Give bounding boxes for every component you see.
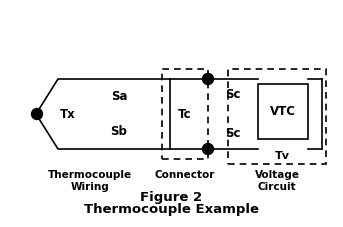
Text: Thermocouple Example: Thermocouple Example (83, 203, 259, 217)
Text: Sc: Sc (225, 127, 241, 140)
Text: Sa: Sa (111, 90, 127, 103)
Text: Connector: Connector (155, 170, 215, 180)
Text: Figure 2: Figure 2 (140, 190, 202, 203)
Text: Thermocouple
Wiring: Thermocouple Wiring (48, 170, 132, 192)
Text: Voltage
Circuit: Voltage Circuit (255, 170, 299, 192)
Text: Tc: Tc (178, 108, 192, 121)
Circle shape (202, 143, 213, 155)
Text: Tx: Tx (60, 108, 76, 121)
Bar (258, 84, 308, 139)
Text: Tv: Tv (274, 151, 289, 161)
Text: Sc: Sc (225, 88, 241, 101)
Bar (162, 69, 208, 159)
Circle shape (202, 74, 213, 84)
Circle shape (32, 109, 43, 119)
Text: Sb: Sb (110, 125, 128, 138)
Bar (228, 69, 326, 164)
Text: VTC: VTC (270, 105, 296, 118)
